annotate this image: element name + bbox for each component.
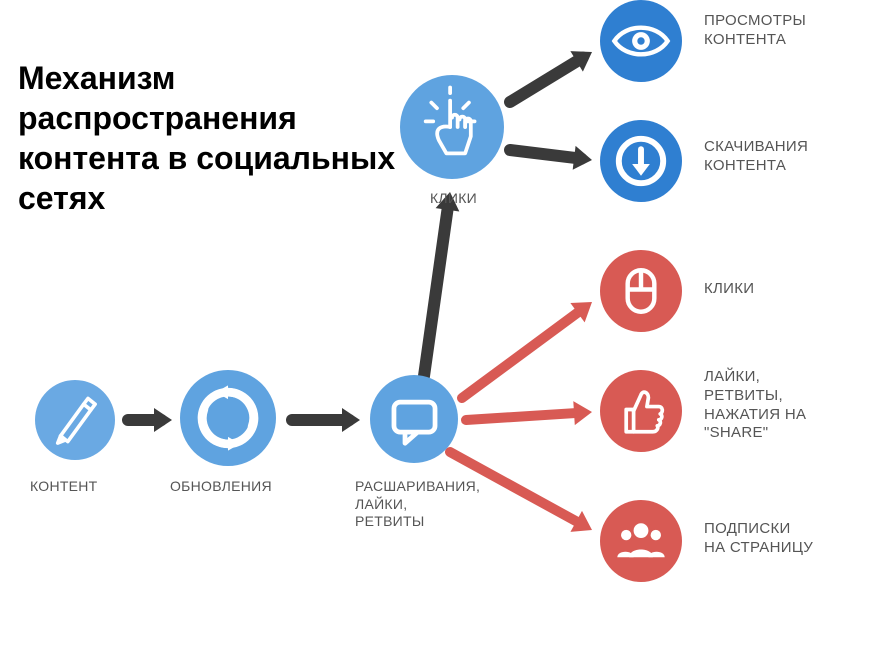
arrow-head (573, 401, 592, 425)
arrow-line (510, 58, 583, 102)
diagram-title: Механизм распространения контента в соци… (18, 58, 438, 218)
label-clicks: КЛИКИ (430, 190, 550, 208)
node-updates (180, 370, 276, 466)
arrow-head (570, 511, 592, 532)
node-downloads (600, 120, 682, 202)
node-subs (600, 500, 682, 582)
speech-icon (375, 380, 454, 459)
arrow-line (510, 150, 581, 159)
label-downloads: СКАЧИВАНИЯ КОНТЕНТА (704, 138, 882, 176)
people-icon (604, 504, 678, 578)
label-clicks2: КЛИКИ (704, 280, 882, 299)
node-clicks (400, 75, 504, 179)
label-subs: ПОДПИСКИ НА СТРАНИЦУ (704, 520, 882, 558)
download-icon (604, 124, 678, 198)
node-content (35, 380, 115, 460)
node-clicks2 (600, 250, 682, 332)
label-shares: РАСШАРИВАНИЯ, ЛАЙКИ, РЕТВИТЫ (355, 478, 525, 531)
pen-icon (39, 384, 111, 456)
node-views (600, 0, 682, 82)
label-content: КОНТЕНТ (30, 478, 150, 496)
hand-icon (405, 80, 499, 174)
arrow-line (462, 308, 583, 398)
node-shares (370, 375, 458, 463)
arrow-line (466, 413, 581, 420)
arrow-head (342, 408, 360, 432)
arrow-head (573, 146, 592, 170)
refresh-icon (185, 375, 271, 461)
arrow-line (424, 203, 448, 376)
thumb-icon (604, 374, 678, 448)
arrow-head (570, 51, 592, 71)
node-likes (600, 370, 682, 452)
label-updates: ОБНОВЛЕНИЯ (170, 478, 310, 496)
label-likes: ЛАЙКИ, РЕТВИТЫ, НАЖАТИЯ НА "SHARE" (704, 368, 882, 443)
diagram-stage: { "title": { "text": "Механизм распростр… (0, 0, 882, 651)
mouse-icon (604, 254, 678, 328)
label-views: ПРОСМОТРЫ КОНТЕНТА (704, 12, 882, 50)
eye-icon (604, 4, 678, 78)
arrow-head (154, 408, 172, 432)
arrow-head (570, 302, 592, 322)
